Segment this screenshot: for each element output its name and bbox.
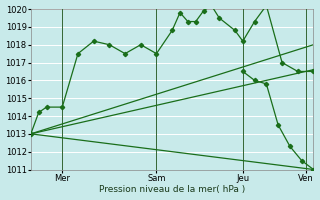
- X-axis label: Pression niveau de la mer( hPa ): Pression niveau de la mer( hPa ): [99, 185, 245, 194]
